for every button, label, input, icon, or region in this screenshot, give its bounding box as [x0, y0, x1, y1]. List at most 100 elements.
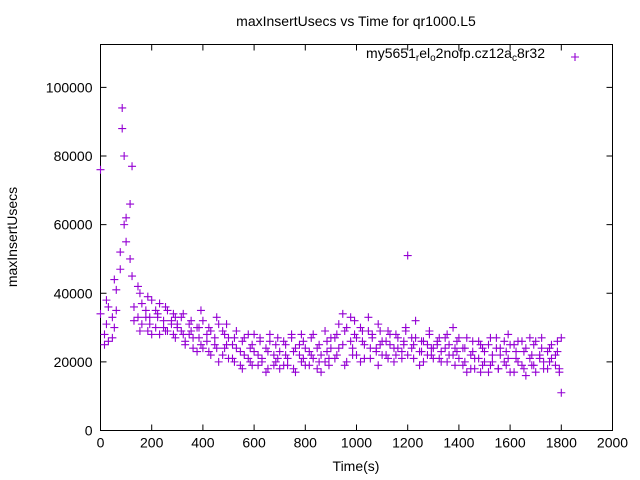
data-point	[171, 333, 180, 342]
data-point	[545, 357, 554, 366]
data-point	[401, 323, 410, 332]
data-point	[120, 220, 129, 229]
data-point	[423, 340, 432, 349]
data-point	[206, 326, 215, 335]
y-tick-label: 100000	[46, 79, 93, 95]
data-point	[338, 309, 347, 318]
y-axis-label: maxInsertUsecs	[4, 187, 20, 287]
data-point	[348, 344, 357, 353]
data-point	[273, 354, 282, 363]
data-point	[222, 320, 231, 329]
data-point	[517, 361, 526, 370]
data-point	[356, 357, 365, 366]
data-point	[435, 333, 444, 342]
data-point	[256, 337, 265, 346]
data-point	[133, 282, 142, 291]
data-point	[391, 351, 400, 360]
data-point	[141, 306, 150, 315]
data-point	[289, 347, 298, 356]
data-point	[246, 344, 255, 353]
data-point	[273, 333, 282, 342]
data-point	[409, 354, 418, 363]
data-point	[525, 354, 534, 363]
data-point	[210, 340, 219, 349]
data-point	[352, 333, 361, 342]
data-point	[232, 326, 241, 335]
data-point	[299, 337, 308, 346]
data-point	[218, 326, 227, 335]
data-point	[248, 340, 257, 349]
data-point	[393, 344, 402, 353]
data-point	[484, 340, 493, 349]
data-point	[167, 316, 176, 325]
data-point	[338, 340, 347, 349]
data-point	[169, 309, 178, 318]
data-point	[519, 347, 528, 356]
data-point	[275, 347, 284, 356]
data-point	[96, 309, 105, 318]
data-point	[429, 354, 438, 363]
data-point	[358, 326, 367, 335]
data-point	[519, 364, 528, 373]
data-point	[248, 361, 257, 370]
data-point	[301, 344, 310, 353]
y-tick-label: 60000	[54, 217, 93, 233]
data-point	[137, 320, 146, 329]
data-point	[129, 316, 138, 325]
data-point	[521, 344, 530, 353]
data-point	[263, 364, 272, 373]
data-point	[181, 340, 190, 349]
data-point	[116, 248, 125, 257]
data-point	[513, 337, 522, 346]
x-tick-label: 1600	[495, 435, 526, 451]
data-point	[135, 289, 144, 298]
data-point	[313, 344, 322, 353]
data-point	[102, 296, 111, 305]
data-point	[480, 347, 489, 356]
data-point	[437, 357, 446, 366]
data-point	[452, 337, 461, 346]
data-point	[397, 347, 406, 356]
data-point	[269, 351, 278, 360]
data-point	[220, 330, 229, 339]
data-point	[147, 330, 156, 339]
data-point	[187, 316, 196, 325]
data-point	[212, 344, 221, 353]
data-point	[210, 333, 219, 342]
data-point	[326, 344, 335, 353]
legend-text-part: r	[415, 53, 420, 64]
data-point	[169, 330, 178, 339]
data-point	[126, 254, 135, 263]
data-point	[220, 344, 229, 353]
data-point	[419, 337, 428, 346]
x-tick-label: 1800	[546, 435, 577, 451]
data-point	[120, 152, 129, 161]
data-point	[159, 316, 168, 325]
data-point	[502, 347, 511, 356]
data-point	[246, 357, 255, 366]
data-point	[315, 340, 324, 349]
data-point	[118, 124, 127, 133]
data-point	[297, 357, 306, 366]
data-point	[389, 357, 398, 366]
data-point	[476, 368, 485, 377]
legend-marker-icon	[571, 53, 579, 61]
data-point	[128, 162, 137, 171]
data-point	[539, 364, 548, 373]
data-point	[358, 337, 367, 346]
data-point	[112, 306, 121, 315]
data-point	[441, 344, 450, 353]
data-point	[96, 165, 105, 174]
data-point	[179, 309, 188, 318]
data-point	[433, 340, 442, 349]
data-point	[196, 306, 205, 315]
data-point	[244, 354, 253, 363]
data-point	[529, 340, 538, 349]
data-point	[478, 344, 487, 353]
data-point	[454, 333, 463, 342]
data-point	[326, 333, 335, 342]
data-point	[214, 357, 223, 366]
data-point	[506, 368, 515, 377]
data-point	[126, 200, 135, 209]
